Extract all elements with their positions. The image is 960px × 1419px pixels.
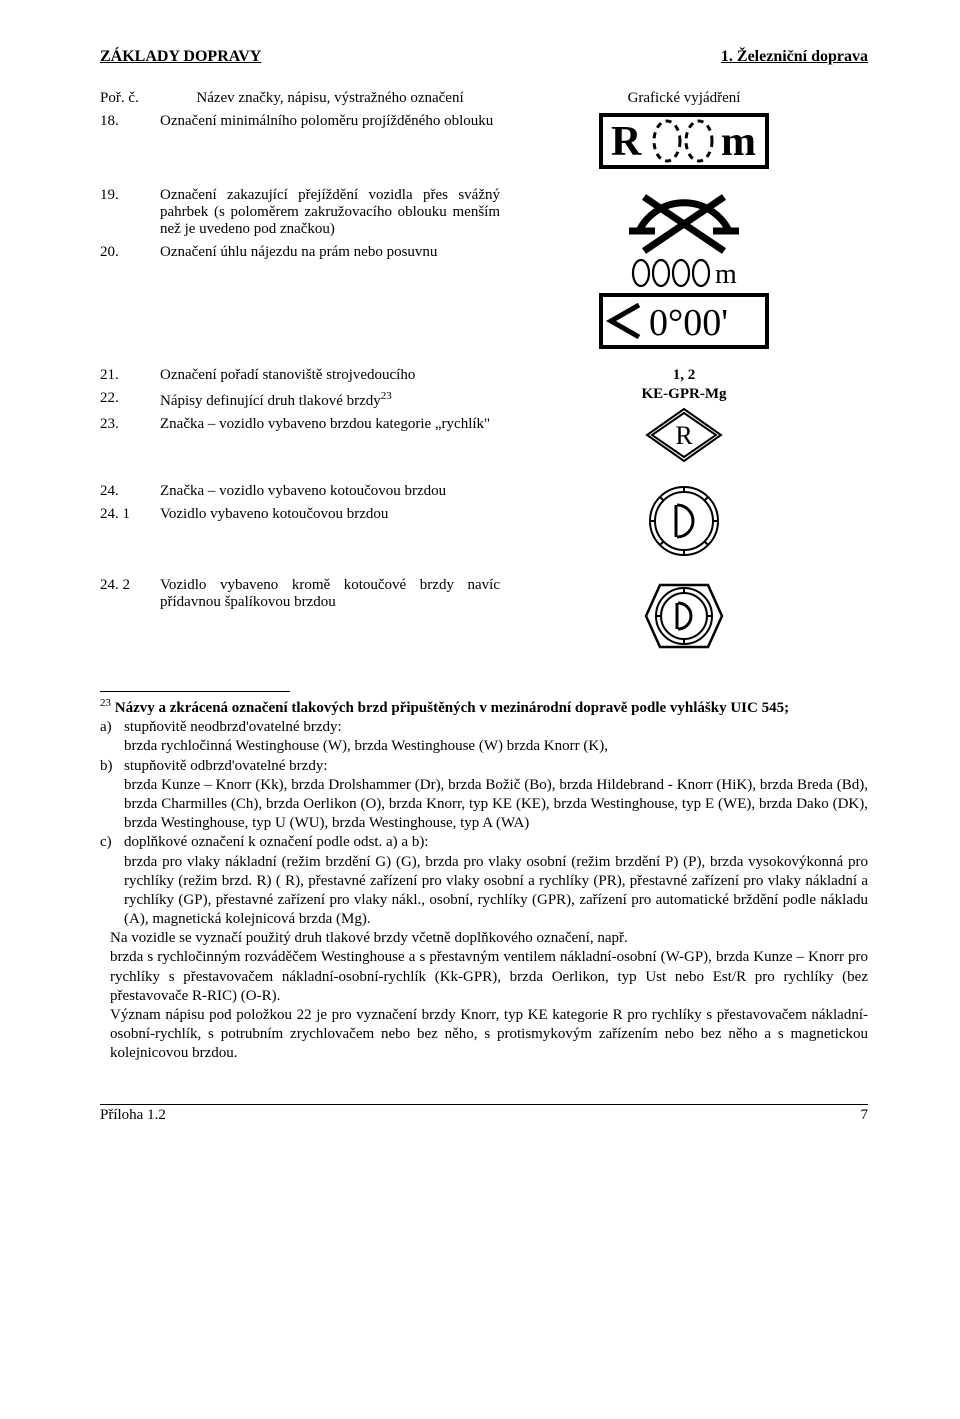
footer-page-number: 7 — [861, 1107, 869, 1124]
label-1-2: 1, 2 — [673, 367, 696, 384]
row-name: Označení minimálního poloměru projížděné… — [160, 113, 500, 169]
footnote-lead-text: Názvy a zkrácená označení tlakových brzd… — [111, 700, 789, 716]
svg-text:m: m — [721, 119, 756, 165]
svg-text:R: R — [675, 421, 693, 450]
row-number: 23. — [100, 416, 160, 433]
list-head: stupňovitě neodbrzd'ovatelné brzdy: — [124, 718, 868, 737]
row-number: 22. — [100, 390, 160, 410]
entry-24: 24. Značka – vozidlo vybaveno kotoučovou… — [100, 483, 868, 559]
row-number: 24. — [100, 483, 160, 500]
list-marker: c) — [100, 833, 124, 852]
row-name: Značka – vozidlo vybaveno brzdou kategor… — [160, 416, 500, 433]
list-marker: b) — [100, 757, 124, 776]
footnote-number: 23 — [100, 697, 111, 709]
svg-text:0°00': 0°00' — [649, 302, 728, 344]
header-left: ZÁKLADY DOPRAVY — [100, 48, 261, 66]
list-head: doplňkové označení k označení podle odst… — [124, 833, 868, 852]
entry-18: 18. Označení minimálního poloměru projíž… — [100, 113, 868, 169]
list-head: stupňovitě odbrzd'ovatelné brzdy: — [124, 757, 868, 776]
entry-24-2: 24. 2 Vozidlo vybaveno kromě kotoučové b… — [100, 577, 868, 655]
row-graphic-18: R m — [500, 113, 868, 169]
list-body: brzda Kunze – Knorr (Kk), brzda Drolsham… — [100, 776, 868, 834]
running-header: ZÁKLADY DOPRAVY 1. Železniční doprava — [100, 48, 868, 66]
footnote-rule — [100, 691, 290, 692]
list-marker: a) — [100, 718, 124, 737]
footnote-lead: 23 Názvy a zkrácená označení tlakových b… — [100, 696, 868, 718]
svg-text:R: R — [611, 119, 642, 165]
table-header: Poř. č. Název značky, nápisu, výstražnéh… — [100, 90, 868, 107]
col-header-name: Název značky, nápisu, výstražného označe… — [160, 90, 500, 107]
footnote-para: brzda s rychločinným rozváděčem Westingh… — [100, 948, 868, 1006]
row-name-text: Nápisy definující druh tlakové brzdy — [160, 393, 381, 409]
row-number: 19. — [100, 187, 160, 238]
entry-19-20: 19. Označení zakazující přejíždění vozid… — [100, 187, 868, 349]
sign-r00m-icon: R m — [599, 113, 769, 169]
sign-disc-block-brake-d-icon — [642, 577, 726, 655]
row-name: Označení pořadí stanoviště strojvedoucíh… — [160, 367, 500, 384]
header-right: 1. Železniční doprava — [721, 48, 868, 66]
footnote-item-a: a) stupňovitě neodbrzd'ovatelné brzdy: — [100, 718, 868, 737]
row-graphic-19-20: m 0°00' — [500, 187, 868, 349]
sign-hump-forbidden-icon: m — [619, 187, 749, 291]
row-name: Označení úhlu nájezdu na prám nebo posuv… — [160, 244, 500, 261]
sign-disc-brake-d-icon — [646, 483, 722, 559]
row-graphic-24-1 — [500, 483, 868, 559]
row-number: 24. 1 — [100, 506, 160, 523]
footnote-item-c: c) doplňkové označení k označení podle o… — [100, 833, 868, 852]
col-header-graphic: Grafické vyjádření — [500, 90, 868, 107]
footnote: 23 Názvy a zkrácená označení tlakových b… — [100, 696, 868, 1064]
row-name: Vozidlo vybaveno kromě kotoučové brzdy n… — [160, 577, 500, 611]
row-graphic-24-2 — [500, 577, 868, 655]
list-body: brzda rychločinná Westinghouse (W), brzd… — [100, 737, 868, 756]
row-name: Označení zakazující přejíždění vozidla p… — [160, 187, 500, 238]
row-number: 24. 2 — [100, 577, 160, 611]
footer-left: Příloha 1.2 — [100, 1107, 166, 1124]
footnote-ref: 23 — [381, 390, 392, 402]
page: ZÁKLADY DOPRAVY 1. Železniční doprava Po… — [0, 0, 960, 1160]
entry-21-23: 21. Označení pořadí stanoviště strojvedo… — [100, 367, 868, 465]
col-header-number: Poř. č. — [100, 90, 160, 107]
list-body: brzda pro vlaky nákladní (režim brzdění … — [100, 853, 868, 930]
label-ke-gpr-mg: KE-GPR-Mg — [642, 386, 727, 403]
row-name: Značka – vozidlo vybaveno kotoučovou brz… — [160, 483, 500, 500]
sign-angle-icon: 0°00' — [599, 293, 769, 349]
row-name: Nápisy definující druh tlakové brzdy23 — [160, 390, 500, 410]
row-number: 21. — [100, 367, 160, 384]
footnote-para: Význam nápisu pod položkou 22 je pro vyz… — [100, 1006, 868, 1064]
svg-text:m: m — [715, 259, 737, 290]
row-number: 18. — [100, 113, 160, 169]
page-footer: Příloha 1.2 7 — [100, 1104, 868, 1124]
row-number: 20. — [100, 244, 160, 261]
footnote-item-b: b) stupňovitě odbrzd'ovatelné brzdy: — [100, 757, 868, 776]
sign-diamond-r-icon: R — [641, 405, 727, 465]
row-name: Vozidlo vybaveno kotoučovou brzdou — [160, 506, 500, 523]
row-graphic-21-23: 1, 2 KE-GPR-Mg R — [500, 367, 868, 465]
footnote-para: Na vozidle se vyznačí použitý druh tlako… — [100, 929, 868, 948]
